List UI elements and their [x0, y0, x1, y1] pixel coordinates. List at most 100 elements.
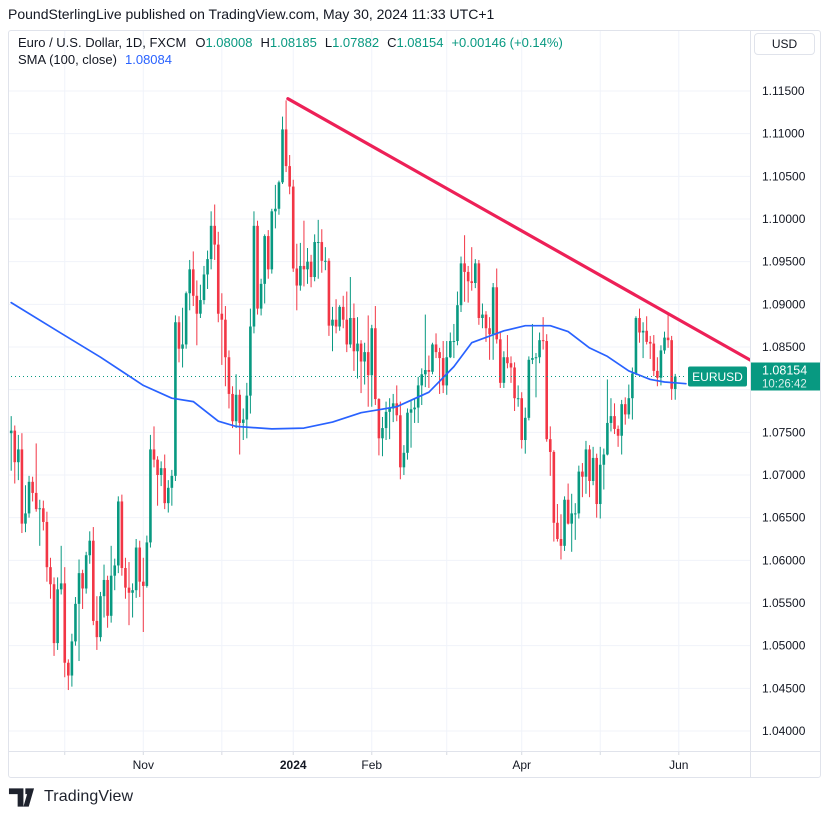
candle-body	[531, 358, 534, 360]
price-tick-label: 1.07500	[762, 425, 806, 439]
candle-body	[67, 662, 70, 676]
candle	[227, 350, 231, 409]
candle-body	[252, 225, 256, 327]
candle-body	[163, 468, 167, 504]
candle	[177, 316, 181, 363]
candle-body	[663, 337, 666, 351]
candle	[67, 659, 70, 691]
candle	[584, 440, 588, 494]
candle	[598, 446, 602, 519]
candle	[316, 219, 320, 279]
candle	[131, 583, 134, 618]
candle	[456, 291, 459, 346]
candle-body	[134, 547, 138, 591]
candle-body	[34, 492, 38, 510]
candle-body	[245, 395, 249, 420]
candle	[295, 243, 299, 311]
candle	[606, 379, 609, 456]
candle-body	[270, 211, 274, 270]
candle-body	[59, 583, 63, 590]
candle-body	[49, 567, 52, 585]
candle-body	[316, 242, 320, 244]
price-axis[interactable]: 1.11500 1.11000 1.10500 1.10000 1.09500 1.090…	[762, 84, 806, 738]
candle	[356, 317, 359, 379]
candle-body	[92, 540, 95, 621]
candle	[270, 208, 274, 274]
candle-body	[263, 236, 266, 284]
candle-body	[338, 306, 341, 327]
chart-plot[interactable]: EURUSD 1.08154 10:26:42 1.115001.110001.…	[9, 31, 820, 777]
candle-body	[666, 337, 670, 341]
candle	[548, 426, 552, 476]
candle-body	[452, 341, 456, 343]
candle-body	[552, 451, 556, 523]
candle-body	[334, 319, 338, 327]
candle	[656, 357, 659, 387]
candle	[638, 308, 641, 343]
candle-body	[288, 166, 291, 187]
candle-body	[356, 343, 359, 352]
candle	[406, 408, 409, 460]
candle	[634, 316, 638, 376]
candle-body	[213, 225, 216, 245]
candle	[670, 335, 673, 400]
bar-countdown: 10:26:42	[762, 379, 807, 391]
candle	[466, 265, 470, 303]
candle-body	[656, 370, 659, 378]
candle	[74, 597, 77, 646]
candle-body	[577, 471, 581, 514]
candle	[213, 204, 216, 260]
candle	[370, 324, 374, 407]
candle-body	[306, 261, 309, 270]
candle-body	[413, 407, 416, 410]
candle-body	[195, 295, 199, 314]
candle	[388, 398, 391, 440]
candle-body	[652, 343, 656, 371]
candle	[659, 345, 663, 386]
symbol-badge-label: EURUSD	[692, 370, 743, 384]
candle	[616, 425, 620, 447]
candle	[31, 476, 34, 502]
candle	[106, 575, 109, 628]
tradingview-footer-link[interactable]: TradingView	[8, 785, 133, 809]
candle-body	[95, 620, 99, 638]
price-tick-label: 1.04000	[762, 724, 806, 738]
candle-body	[441, 358, 445, 386]
candle	[181, 307, 184, 368]
candle-body	[156, 459, 159, 475]
currency-toggle-button[interactable]: USD	[754, 33, 815, 55]
candle	[302, 220, 306, 287]
grid-lines	[9, 31, 750, 751]
candle-body	[427, 370, 431, 372]
candle-body	[206, 259, 209, 275]
candle	[127, 562, 131, 626]
candle-body	[513, 367, 516, 399]
candle-body	[602, 454, 606, 465]
candle-body	[349, 317, 352, 345]
time-axis[interactable]: Nov 2024 Feb Apr Jun	[64, 751, 689, 772]
candle-body	[327, 260, 331, 326]
candle	[588, 445, 591, 498]
candle	[17, 434, 20, 481]
candle	[52, 577, 56, 656]
candle-body	[363, 352, 366, 362]
candle-body	[38, 508, 42, 510]
candle	[117, 496, 120, 574]
price-tick-label: 1.11500	[762, 84, 805, 98]
sma-line[interactable]	[10, 301, 687, 430]
candle-body	[345, 319, 349, 345]
candle-body	[613, 416, 616, 429]
candle	[241, 408, 245, 441]
candle-body	[141, 581, 145, 586]
candle	[470, 247, 474, 291]
candle	[231, 386, 234, 429]
candle	[395, 385, 399, 422]
candle	[224, 306, 227, 387]
candle	[520, 392, 524, 449]
candle	[566, 483, 570, 525]
price-tick-label: 1.09500	[762, 255, 806, 269]
candle-body	[281, 129, 284, 183]
trendline-drawing[interactable]	[286, 97, 757, 364]
candle-body	[466, 271, 470, 282]
candle	[216, 231, 220, 323]
